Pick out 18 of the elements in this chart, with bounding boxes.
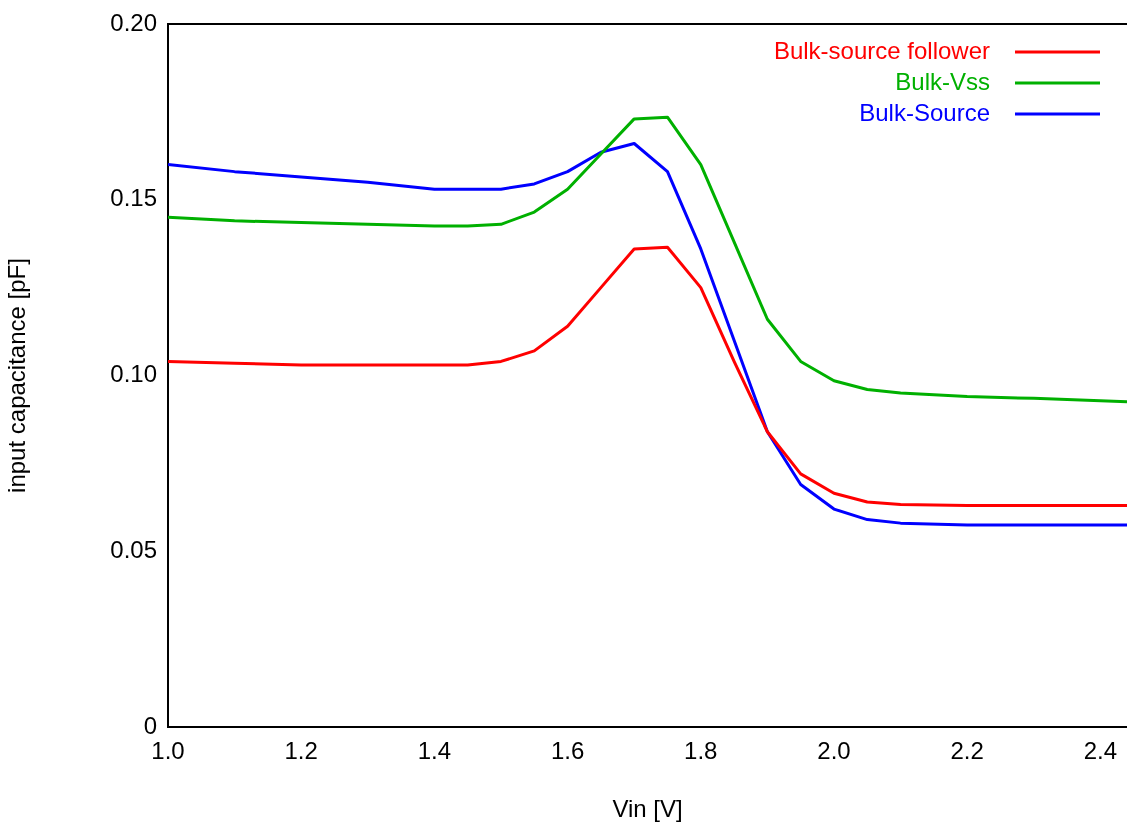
y-tick-label: 0.10 (110, 360, 157, 388)
y-axis-title: input capacitance [pF] (3, 258, 31, 493)
x-tick-label: 1.8 (684, 737, 718, 765)
legend-label: Bulk-source follower (773, 36, 990, 64)
x-tick-label: 2.0 (817, 737, 851, 765)
x-tick-label: 1.0 (151, 737, 185, 765)
y-tick-label: 0.15 (110, 184, 157, 212)
y-tick-label: 0.05 (110, 535, 157, 563)
legend-label: Bulk-Source (859, 98, 990, 126)
y-tick-label: 0 (143, 711, 157, 739)
x-tick-label: 2.2 (950, 737, 984, 765)
x-tick-label: 1.6 (550, 737, 585, 765)
x-axis-title: Vin [V] (612, 795, 683, 823)
x-tick-label: 1.4 (417, 737, 452, 765)
x-tick-label: 2.4 (1083, 737, 1118, 765)
legend-label: Bulk-Vss (895, 67, 990, 95)
y-tick-label: 0.20 (110, 8, 157, 36)
x-tick-label: 1.2 (284, 737, 318, 765)
